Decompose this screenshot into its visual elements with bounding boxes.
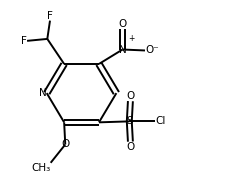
- Text: S: S: [125, 116, 132, 126]
- Text: F: F: [21, 36, 27, 46]
- Text: N: N: [118, 44, 126, 55]
- Text: O: O: [61, 139, 69, 150]
- Text: N: N: [39, 88, 47, 98]
- Text: O: O: [126, 91, 134, 101]
- Text: Cl: Cl: [154, 116, 165, 126]
- Text: O: O: [126, 142, 134, 152]
- Text: O: O: [118, 19, 126, 29]
- Text: CH₃: CH₃: [31, 163, 50, 173]
- Text: O⁻: O⁻: [144, 45, 158, 55]
- Text: F: F: [47, 11, 53, 21]
- Text: +: +: [128, 34, 134, 43]
